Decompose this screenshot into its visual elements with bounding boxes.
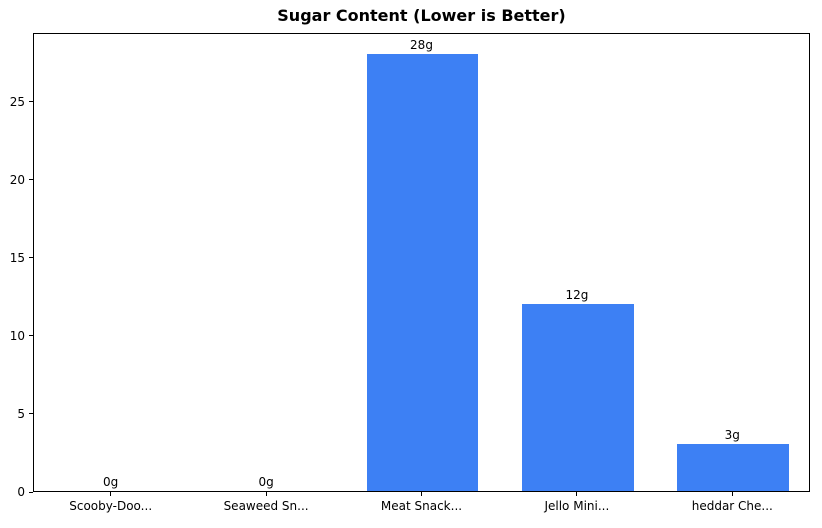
x-axis-tick <box>265 492 267 496</box>
x-axis-tick-label: Seaweed Sn... <box>223 499 309 513</box>
y-axis-tick-label: 15 <box>9 250 25 265</box>
x-axis-tick <box>576 492 578 496</box>
y-axis-tick <box>29 101 33 103</box>
x-axis-tick <box>421 492 422 496</box>
bar-value-label: 0g <box>258 475 274 489</box>
y-axis-tick <box>29 179 33 181</box>
y-axis-tick-label: 0 <box>17 485 25 499</box>
x-axis-tick-label: Jello Mini... <box>544 499 610 513</box>
bar-value-label: 12g <box>565 287 589 302</box>
y-axis-tick <box>29 491 33 493</box>
bar <box>521 303 634 491</box>
y-axis-tick-label: 20 <box>9 172 25 187</box>
y-axis-tick <box>29 257 33 259</box>
x-axis-tick-label: Scooby-Doo... <box>69 499 153 513</box>
bar-value-label: 0g <box>103 475 119 489</box>
x-axis-tick <box>731 492 733 496</box>
bar <box>366 53 479 491</box>
y-axis-tick-label: 10 <box>9 328 25 343</box>
y-axis-tick <box>29 413 33 415</box>
bar-value-label: 28g <box>410 37 433 52</box>
x-axis-tick <box>110 492 112 496</box>
chart-title: Sugar Content (Lower is Better) <box>277 6 566 25</box>
plot-area <box>33 33 810 492</box>
bar <box>677 444 790 491</box>
bar-value-label: 3g <box>724 428 740 443</box>
y-axis-tick-label: 5 <box>17 406 25 421</box>
y-axis-tick-label: 25 <box>9 94 25 109</box>
x-axis-tick-label: heddar Che... <box>691 499 773 513</box>
y-axis-tick <box>29 335 33 337</box>
x-axis-tick-label: Meat Snack... <box>380 499 463 513</box>
